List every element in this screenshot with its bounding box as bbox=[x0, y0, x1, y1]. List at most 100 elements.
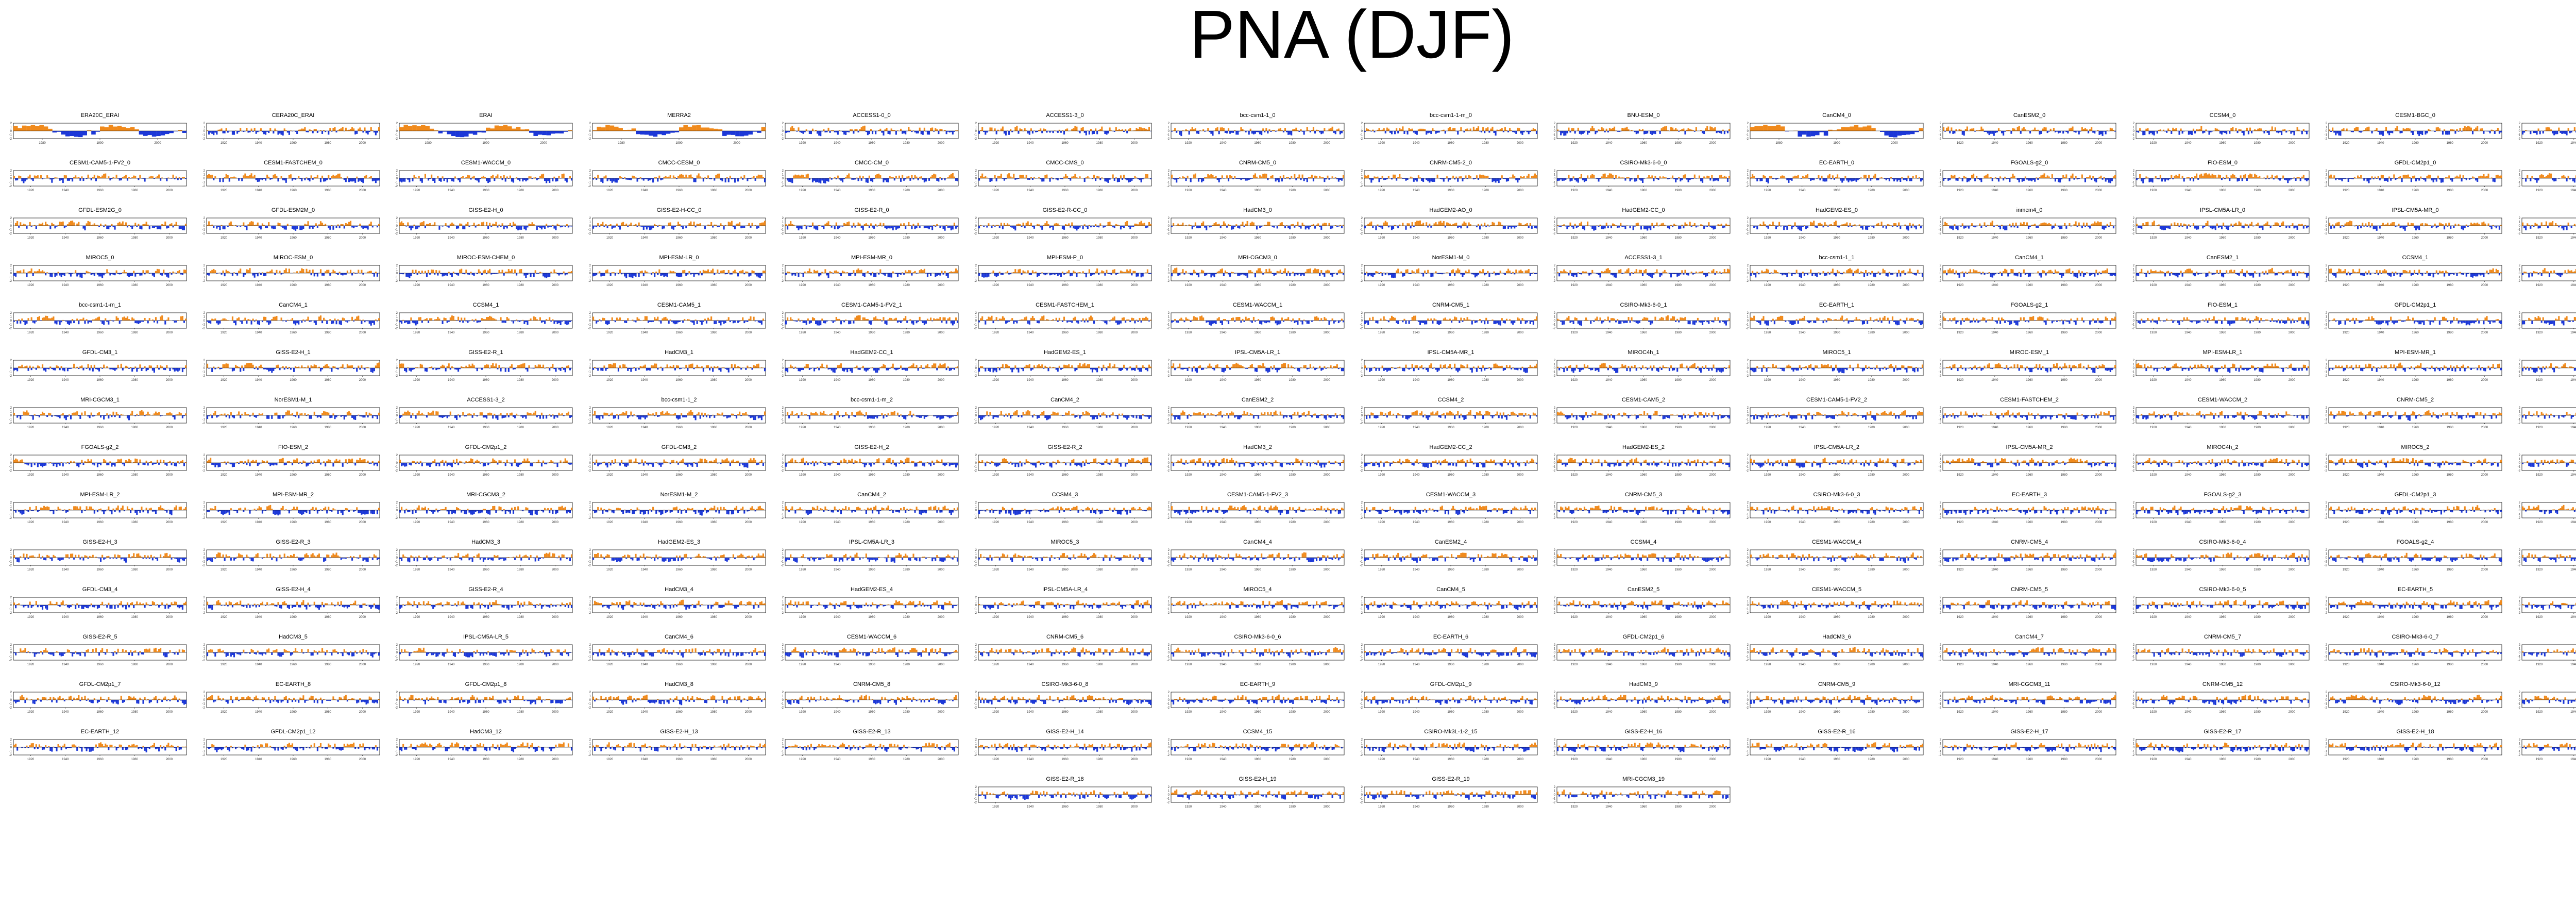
negative-anomaly-bar bbox=[1107, 131, 1109, 134]
positive-anomaly-bar bbox=[600, 224, 602, 226]
negative-anomaly-bar bbox=[109, 273, 111, 276]
negative-anomaly-bar bbox=[1052, 226, 1054, 230]
positive-anomaly-bar bbox=[1664, 126, 1666, 131]
negative-anomaly-bar bbox=[1011, 226, 1013, 228]
positive-anomaly-bar bbox=[1683, 128, 1685, 131]
positive-anomaly-bar bbox=[2480, 225, 2482, 226]
negative-anomaly-bar bbox=[2137, 226, 2139, 228]
negative-anomaly-bar bbox=[1278, 178, 1280, 182]
negative-anomaly-bar bbox=[1041, 226, 1043, 230]
positive-anomaly-bar bbox=[209, 225, 211, 226]
positive-anomaly-bar bbox=[2438, 222, 2441, 226]
negative-anomaly-bar bbox=[2425, 178, 2427, 182]
negative-anomaly-bar bbox=[1129, 226, 1131, 229]
negative-anomaly-bar bbox=[90, 178, 92, 181]
positive-anomaly-bar bbox=[956, 130, 959, 131]
negative-anomaly-bar bbox=[1621, 226, 1623, 227]
negative-anomaly-bar bbox=[486, 178, 488, 181]
negative-anomaly-bar bbox=[2217, 226, 2219, 228]
positive-anomaly-bar bbox=[1173, 223, 1175, 226]
x-tick-label: 1960 bbox=[2026, 237, 2033, 240]
positive-anomaly-bar bbox=[2264, 130, 2267, 131]
negative-anomaly-bar bbox=[639, 131, 645, 135]
negative-anomaly-bar bbox=[263, 131, 265, 135]
negative-anomaly-bar bbox=[1319, 131, 1321, 133]
positive-anomaly-bar bbox=[1665, 177, 1667, 178]
negative-anomaly-bar bbox=[345, 178, 347, 182]
y-tick-label: 1 bbox=[975, 221, 977, 224]
negative-anomaly-bar bbox=[184, 178, 187, 179]
negative-anomaly-bar bbox=[785, 131, 787, 133]
negative-anomaly-bar bbox=[443, 178, 445, 181]
negative-anomaly-bar bbox=[2158, 178, 2160, 179]
negative-anomaly-bar bbox=[357, 178, 359, 182]
negative-anomaly-bar bbox=[1808, 178, 1810, 179]
positive-anomaly-bar bbox=[2031, 130, 2033, 131]
x-tick-label: 1940 bbox=[2570, 237, 2576, 240]
panel-title: GFDL-CM2p1_0 bbox=[2395, 160, 2436, 166]
positive-anomaly-bar bbox=[1142, 128, 1144, 131]
negative-anomaly-bar bbox=[100, 273, 102, 277]
x-tick-label: 2000 bbox=[1709, 142, 1717, 145]
negative-anomaly-bar bbox=[2195, 226, 2197, 230]
positive-anomaly-bar bbox=[1980, 126, 1982, 131]
positive-anomaly-bar bbox=[689, 221, 691, 226]
negative-anomaly-bar bbox=[1518, 178, 1520, 180]
negative-anomaly-bar bbox=[1085, 226, 1087, 227]
positive-anomaly-bar bbox=[1519, 223, 1522, 226]
negative-anomaly-bar bbox=[305, 131, 308, 132]
positive-anomaly-bar bbox=[1613, 126, 1616, 131]
positive-anomaly-bar bbox=[2282, 129, 2284, 131]
positive-anomaly-bar bbox=[1958, 177, 1960, 178]
y-tick-label: -1 bbox=[974, 229, 977, 232]
positive-anomaly-bar bbox=[1039, 128, 1041, 131]
x-tick-label: 1960 bbox=[482, 189, 489, 192]
negative-anomaly-bar bbox=[2258, 226, 2260, 228]
negative-anomaly-bar bbox=[1754, 178, 1756, 179]
negative-anomaly-bar bbox=[1879, 131, 1885, 132]
x-tick-label: 1980 bbox=[517, 189, 524, 192]
positive-anomaly-bar bbox=[1115, 127, 1117, 131]
positive-anomaly-bar bbox=[738, 222, 740, 226]
positive-anomaly-bar bbox=[169, 224, 171, 226]
y-tick-label: 0 bbox=[2132, 177, 2134, 180]
positive-anomaly-bar bbox=[2230, 223, 2232, 226]
negative-anomaly-bar bbox=[2106, 178, 2108, 180]
negative-anomaly-bar bbox=[90, 273, 92, 275]
positive-anomaly-bar bbox=[2263, 177, 2265, 178]
negative-anomaly-bar bbox=[1249, 178, 1251, 179]
negative-anomaly-bar bbox=[1523, 131, 1525, 132]
positive-anomaly-bar bbox=[979, 176, 981, 178]
negative-anomaly-bar bbox=[1904, 178, 1906, 180]
negative-anomaly-bar bbox=[853, 178, 855, 180]
negative-anomaly-bar bbox=[1719, 131, 1721, 133]
negative-anomaly-bar bbox=[2137, 178, 2139, 179]
x-tick-label: 1920 bbox=[1571, 142, 1578, 145]
positive-anomaly-bar bbox=[247, 224, 249, 226]
positive-anomaly-bar bbox=[2425, 223, 2427, 226]
y-tick-label: 0 bbox=[1168, 177, 1170, 180]
panel-title: GISS-E2-H-CC_0 bbox=[656, 207, 701, 213]
x-tick-label: 1980 bbox=[1675, 237, 1682, 240]
positive-anomaly-bar bbox=[1074, 174, 1076, 178]
positive-anomaly-bar bbox=[1849, 223, 1851, 226]
positive-anomaly-bar bbox=[2112, 129, 2115, 131]
y-tick-label: -2 bbox=[1167, 138, 1170, 141]
negative-anomaly-bar bbox=[1430, 178, 1432, 182]
positive-anomaly-bar bbox=[2146, 177, 2148, 178]
negative-anomaly-bar bbox=[527, 226, 529, 228]
y-tick-label: 0 bbox=[1940, 130, 1942, 133]
x-tick-label: 1980 bbox=[1482, 189, 1489, 192]
positive-anomaly-bar bbox=[2009, 130, 2011, 131]
positive-anomaly-bar bbox=[37, 175, 39, 178]
positive-anomaly-bar bbox=[623, 177, 625, 178]
positive-anomaly-bar bbox=[1676, 129, 1679, 131]
negative-anomaly-bar bbox=[790, 178, 792, 182]
positive-anomaly-bar bbox=[1463, 221, 1465, 226]
negative-anomaly-bar bbox=[1635, 131, 1637, 135]
positive-anomaly-bar bbox=[261, 223, 263, 226]
negative-anomaly-bar bbox=[362, 131, 364, 133]
negative-anomaly-bar bbox=[49, 178, 52, 180]
